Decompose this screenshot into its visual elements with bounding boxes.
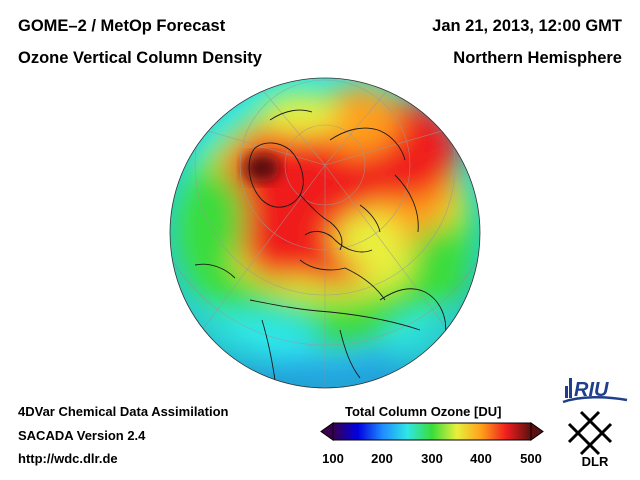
colorbar-tick: 300 — [421, 451, 443, 466]
colorbar-gradient — [332, 422, 532, 441]
riu-logo-text: RIU — [574, 379, 609, 401]
riu-logo: RIU — [562, 378, 628, 404]
colorbar — [320, 422, 544, 441]
colorbar-title: Total Column Ozone [DU] — [345, 404, 502, 419]
institution-logos: RIU DLR — [562, 378, 628, 469]
colorbar-max-arrow — [530, 422, 544, 441]
colorbar-tick: 100 — [322, 451, 344, 466]
method-label: 4DVar Chemical Data Assimilation — [18, 404, 229, 419]
colorbar-min-arrow — [320, 422, 334, 441]
colorbar-tick: 500 — [520, 451, 542, 466]
colorbar-tick: 200 — [371, 451, 393, 466]
map-title: GOME–2 / MetOp Forecast — [18, 17, 226, 35]
region-label: Northern Hemisphere — [453, 49, 622, 67]
map-subtitle: Ozone Vertical Column Density — [18, 49, 262, 67]
globe-outline — [169, 77, 481, 389]
source-url: http://wdc.dlr.de — [18, 451, 118, 466]
dlr-logo — [567, 410, 613, 456]
dlr-logo-text: DLR — [582, 454, 609, 469]
ozone-field — [170, 78, 480, 388]
colorbar-tick: 400 — [470, 451, 492, 466]
forecast-datetime: Jan 21, 2013, 12:00 GMT — [432, 17, 622, 35]
version-label: SACADA Version 2.4 — [18, 428, 146, 443]
